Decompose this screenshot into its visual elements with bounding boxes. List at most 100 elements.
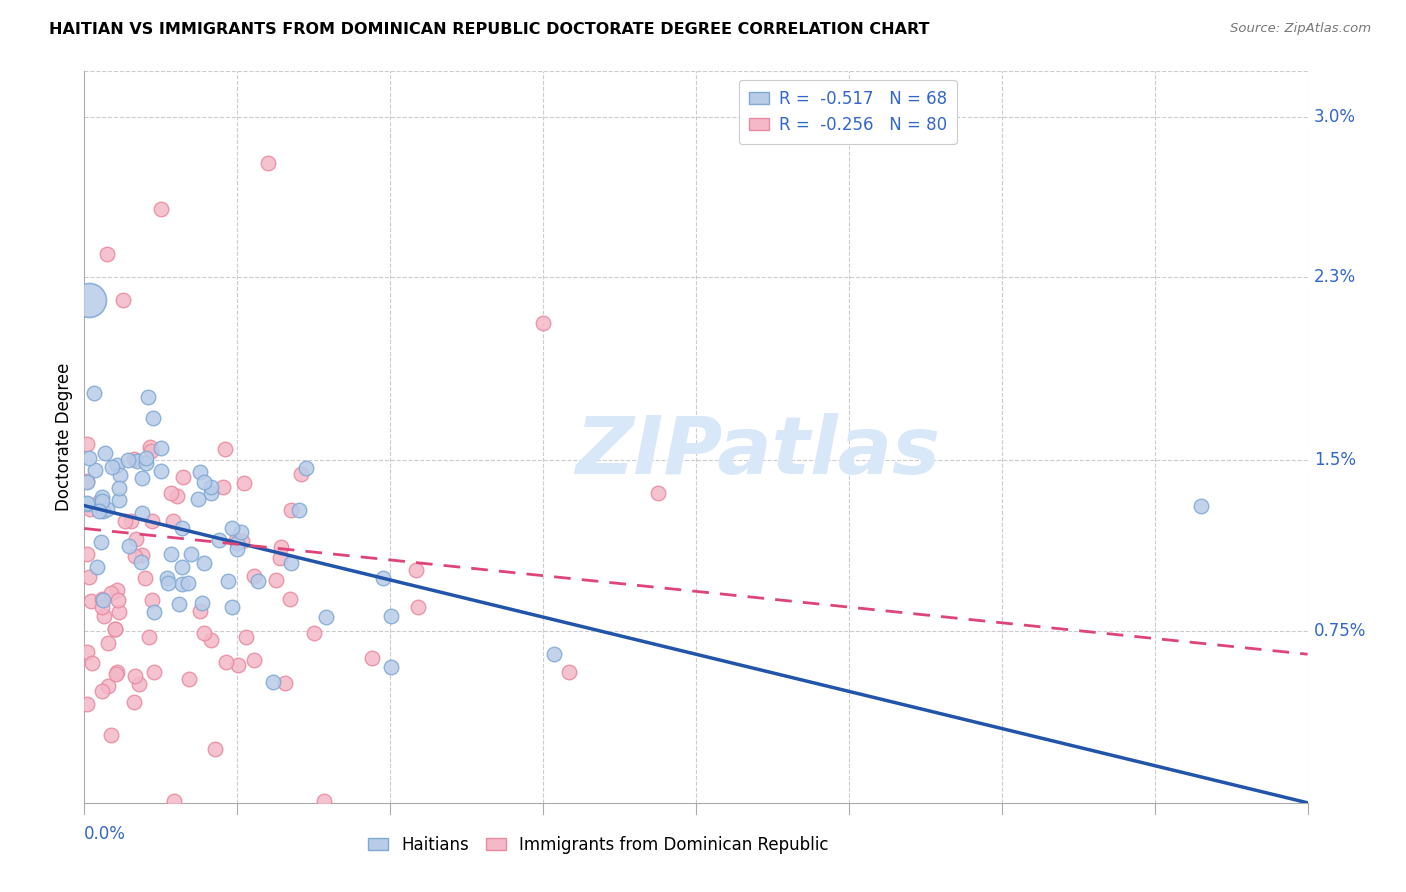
Point [105,458,128,472]
Point [76,496,98,510]
Point [76,474,98,488]
Point [225,541,247,556]
Point [135,456,157,470]
Point [200,632,222,647]
Point [108,606,131,620]
Point [280,503,302,517]
Point [77,293,100,307]
Point [134,571,156,585]
Point [257,156,280,170]
Point [142,410,165,425]
Point [214,442,236,457]
Point [304,626,326,640]
Point [156,571,179,585]
Point [93,609,115,624]
Point [129,555,152,569]
Point [226,658,249,673]
Point [406,599,429,614]
Point [232,475,254,490]
Point [96,679,118,693]
Point [159,547,181,561]
Point [97,636,120,650]
Point [104,622,127,636]
Point [229,525,252,540]
Point [221,600,243,615]
Point [105,665,128,680]
Point [91,504,114,518]
Point [128,677,150,691]
Point [77,570,100,584]
Point [170,521,193,535]
Point [79,501,101,516]
Point [141,593,163,607]
Point [242,653,264,667]
Point [200,479,222,493]
Point [360,651,382,665]
Text: ZIPatlas: ZIPatlas [575,413,939,491]
Point [90,600,112,615]
Point [312,793,335,807]
Point [91,683,114,698]
Point [76,697,98,711]
Point [180,547,202,561]
Point [80,594,103,608]
Point [558,665,581,679]
Point [214,656,236,670]
Point [193,475,215,489]
Point [188,605,211,619]
Point [264,573,287,587]
Point [96,502,118,516]
Point [543,647,565,661]
Point [217,574,239,589]
Point [166,490,188,504]
Point [149,202,172,216]
Point [108,492,131,507]
Point [221,521,243,535]
Point [262,675,284,690]
Point [110,467,132,482]
Point [280,556,302,570]
Point [124,669,146,683]
Point [76,475,98,489]
Point [124,451,146,466]
Point [1189,499,1212,513]
Point [160,486,183,500]
Point [135,450,157,465]
Point [120,514,142,528]
Point [138,630,160,644]
Point [90,591,112,606]
Point [142,605,165,619]
Point [200,485,222,500]
Point [162,514,184,528]
Point [100,586,122,600]
Point [107,593,129,607]
Point [127,454,149,468]
Point [77,451,100,466]
Point [371,571,394,585]
Point [172,576,194,591]
Point [125,532,148,546]
Point [131,548,153,562]
Point [170,559,193,574]
Point [235,630,257,644]
Point [76,645,98,659]
Point [177,576,200,591]
Point [380,609,402,624]
Point [94,446,117,460]
Point [76,496,98,510]
Point [139,443,162,458]
Point [150,441,173,455]
Point [405,563,427,577]
Point [290,467,312,481]
Point [278,591,301,606]
Point [380,660,402,674]
Point [274,676,297,690]
Point [136,390,159,404]
Text: 0.0%: 0.0% [84,825,127,843]
Point [167,598,190,612]
Point [177,672,200,686]
Point [315,609,337,624]
Point [117,453,139,467]
Point [225,533,247,548]
Point [295,461,318,475]
